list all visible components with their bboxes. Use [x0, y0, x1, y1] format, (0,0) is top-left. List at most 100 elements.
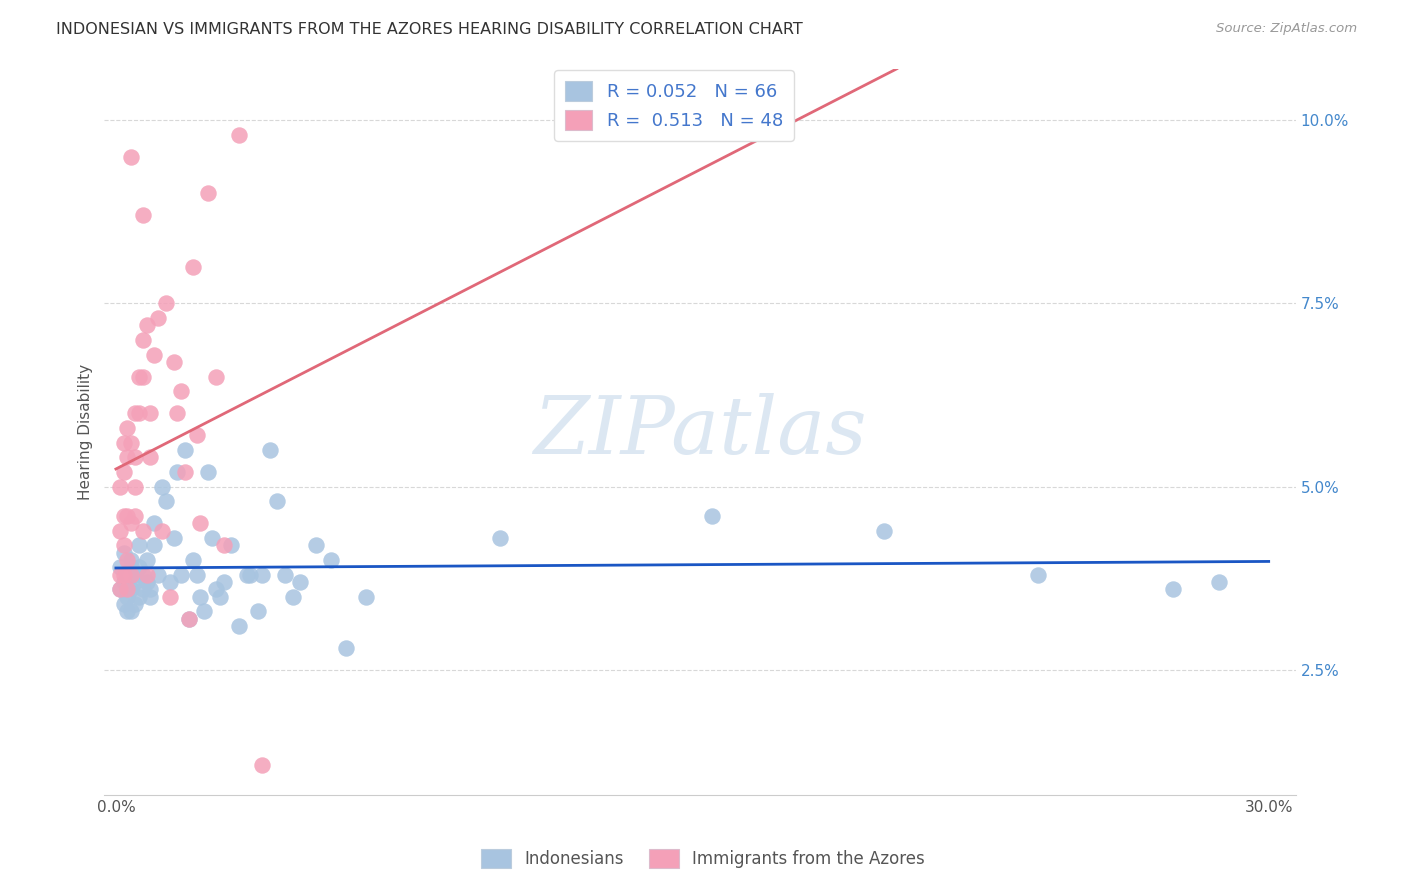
Point	[120, 516, 142, 531]
Point	[117, 582, 139, 597]
Point	[117, 582, 139, 597]
Point	[132, 369, 155, 384]
Point	[139, 450, 162, 465]
Point	[124, 406, 146, 420]
Point	[112, 574, 135, 589]
Point	[143, 348, 166, 362]
Point	[139, 590, 162, 604]
Point	[124, 508, 146, 523]
Point	[148, 567, 170, 582]
Point	[135, 318, 157, 333]
Point	[489, 531, 512, 545]
Point	[250, 567, 273, 582]
Point	[132, 524, 155, 538]
Point	[335, 640, 357, 655]
Point	[186, 567, 208, 582]
Point	[219, 538, 242, 552]
Point	[143, 538, 166, 552]
Point	[266, 494, 288, 508]
Point	[148, 310, 170, 325]
Point	[120, 553, 142, 567]
Point	[873, 524, 896, 538]
Point	[235, 567, 257, 582]
Point	[181, 553, 204, 567]
Point	[239, 567, 262, 582]
Text: ZIPatlas: ZIPatlas	[533, 392, 866, 470]
Point	[250, 758, 273, 772]
Point	[132, 333, 155, 347]
Point	[212, 574, 235, 589]
Point	[108, 567, 131, 582]
Point	[170, 384, 193, 399]
Point	[228, 619, 250, 633]
Point	[135, 574, 157, 589]
Point	[247, 604, 270, 618]
Point	[177, 612, 200, 626]
Point	[197, 465, 219, 479]
Point	[120, 435, 142, 450]
Point	[166, 465, 188, 479]
Point	[124, 567, 146, 582]
Point	[112, 538, 135, 552]
Point	[201, 531, 224, 545]
Point	[117, 590, 139, 604]
Point	[124, 450, 146, 465]
Point	[120, 149, 142, 163]
Point	[1208, 574, 1230, 589]
Point	[139, 406, 162, 420]
Point	[319, 553, 342, 567]
Point	[155, 494, 177, 508]
Point	[120, 560, 142, 574]
Point	[150, 524, 173, 538]
Legend: Indonesians, Immigrants from the Azores: Indonesians, Immigrants from the Azores	[474, 843, 932, 875]
Point	[274, 567, 297, 582]
Point	[128, 538, 150, 552]
Point	[204, 369, 226, 384]
Point	[112, 435, 135, 450]
Point	[117, 421, 139, 435]
Point	[139, 582, 162, 597]
Point	[108, 480, 131, 494]
Point	[193, 604, 215, 618]
Point	[700, 508, 723, 523]
Point	[181, 260, 204, 274]
Point	[117, 604, 139, 618]
Point	[259, 442, 281, 457]
Point	[204, 582, 226, 597]
Point	[190, 590, 212, 604]
Point	[143, 516, 166, 531]
Point	[305, 538, 328, 552]
Point	[108, 582, 131, 597]
Text: Source: ZipAtlas.com: Source: ZipAtlas.com	[1216, 22, 1357, 36]
Point	[120, 604, 142, 618]
Point	[212, 538, 235, 552]
Point	[162, 355, 184, 369]
Point	[112, 465, 135, 479]
Point	[120, 567, 142, 582]
Text: INDONESIAN VS IMMIGRANTS FROM THE AZORES HEARING DISABILITY CORRELATION CHART: INDONESIAN VS IMMIGRANTS FROM THE AZORES…	[56, 22, 803, 37]
Point	[1026, 567, 1049, 582]
Point	[290, 574, 312, 589]
Point	[132, 582, 155, 597]
Point	[186, 428, 208, 442]
Point	[190, 516, 212, 531]
Point	[112, 546, 135, 560]
Point	[228, 128, 250, 142]
Point	[108, 524, 131, 538]
Point	[117, 450, 139, 465]
Point	[124, 597, 146, 611]
Point	[128, 406, 150, 420]
Point	[166, 406, 188, 420]
Point	[150, 480, 173, 494]
Point	[174, 465, 197, 479]
Point	[281, 590, 304, 604]
Point	[159, 590, 181, 604]
Point	[197, 186, 219, 201]
Point	[208, 590, 231, 604]
Point	[108, 560, 131, 574]
Point	[117, 508, 139, 523]
Point	[132, 208, 155, 222]
Point	[128, 369, 150, 384]
Point	[112, 508, 135, 523]
Point	[124, 480, 146, 494]
